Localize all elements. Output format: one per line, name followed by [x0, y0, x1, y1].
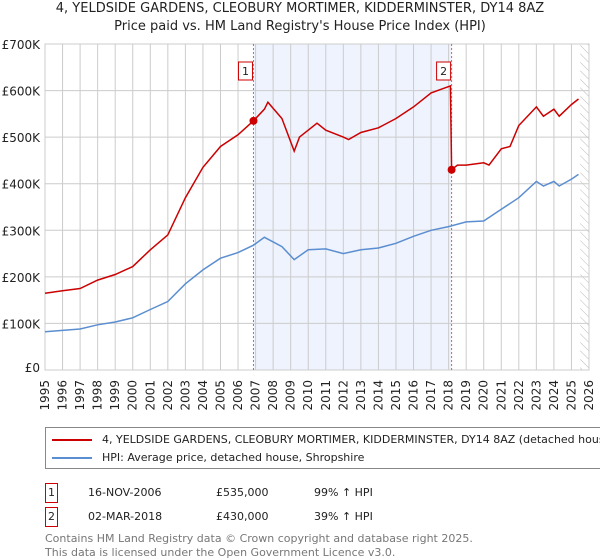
forecast-hatch	[580, 44, 589, 370]
legend-swatch-red	[52, 439, 92, 441]
x-tick-label: 2019	[459, 380, 473, 411]
x-tick-label: 2007	[249, 380, 263, 411]
x-tick-label: 2008	[266, 380, 280, 411]
sale-price: £430,000	[216, 510, 269, 523]
legend-swatch-blue	[52, 457, 92, 459]
legend-item-property: 4, YELDSIDE GARDENS, CLEOBURY MORTIMER, …	[52, 433, 600, 447]
x-tick-label: 2016	[407, 380, 421, 411]
x-tick-label: 2023	[529, 380, 543, 411]
sale-marker-box	[237, 61, 253, 81]
sale-point	[447, 165, 456, 174]
sale-marker-label: 1	[45, 483, 58, 503]
y-tick-label: £400K	[2, 178, 42, 192]
legend: 4, YELDSIDE GARDENS, CLEOBURY MORTIMER, …	[45, 427, 600, 469]
x-tick-label: 2020	[477, 380, 491, 411]
x-tick-label: 2005	[213, 380, 227, 411]
y-tick-label: £700K	[2, 38, 42, 52]
x-tick-label: 2025	[564, 380, 578, 411]
x-tick-label: 2014	[371, 380, 385, 411]
x-tick-label: 1999	[108, 380, 122, 411]
y-tick-label: £300K	[2, 224, 42, 238]
sale-period-shade	[253, 44, 452, 370]
y-tick-label: £200K	[2, 271, 42, 285]
sale-price: £535,000	[216, 486, 269, 499]
x-tick-label: 2021	[494, 380, 508, 411]
chart-title: 4, YELDSIDE GARDENS, CLEOBURY MORTIMER, …	[55, 1, 545, 16]
chart-plot: 1995 1996 1997 1998 1999 2000 2001 2002 2003 2004…	[2, 38, 596, 411]
y-tick-label: £500K	[2, 131, 42, 145]
sale-hpi: 99% ↑ HPI	[314, 486, 373, 499]
sale-marker-label: 2	[45, 507, 58, 527]
y-tick-label: £600K	[2, 85, 42, 99]
x-tick-label: 1998	[91, 380, 105, 411]
legend-label: 4, YELDSIDE GARDENS, CLEOBURY MORTIMER, …	[102, 433, 600, 446]
x-tick-label: 2000	[126, 380, 140, 411]
footer-copyright: Contains HM Land Registry data © Crown c…	[45, 532, 473, 545]
chart-subtitle: Price paid vs. HM Land Registry's House …	[114, 19, 486, 34]
x-tick-label: 2002	[161, 380, 175, 411]
sale-marker-box	[436, 61, 452, 81]
x-tick-label: 1996	[56, 380, 70, 411]
x-tick-label: 2003	[178, 380, 192, 411]
x-tick-label: 2012	[336, 380, 350, 411]
x-tick-label: 2015	[389, 380, 403, 411]
x-tick-label: 2011	[319, 380, 333, 411]
series-line	[44, 84, 579, 294]
footer-licence: This data is licensed under the Open Gov…	[45, 546, 396, 559]
x-tick-label: 2006	[231, 380, 245, 411]
x-tick-label: 1995	[38, 380, 52, 411]
x-tick-label: 2001	[143, 380, 157, 411]
sale-date: 02-MAR-2018	[88, 510, 163, 523]
sale-date: 16-NOV-2006	[88, 486, 162, 499]
legend-item-hpi: HPI: Average price, detached house, Shro…	[52, 451, 364, 465]
x-tick-label: 2013	[354, 380, 368, 411]
x-tick-label: 2022	[512, 380, 526, 411]
x-tick-label: 2018	[442, 380, 456, 411]
sale-marker-number: 1	[242, 65, 249, 78]
x-tick-label: 2010	[301, 380, 315, 411]
x-tick-label: 2017	[424, 380, 438, 411]
x-tick-label: 2009	[284, 380, 298, 411]
x-tick-label: 2024	[547, 380, 561, 411]
x-tick-label: 2026	[582, 380, 596, 411]
sale-point	[249, 116, 258, 125]
x-tick-label: 1997	[73, 380, 87, 411]
sale-hpi: 39% ↑ HPI	[314, 510, 373, 523]
plot-frame	[44, 43, 590, 371]
y-tick-label: £0	[25, 361, 40, 375]
y-tick-label: £100K	[2, 317, 42, 331]
x-tick-label: 2004	[196, 380, 210, 411]
series-line	[44, 173, 579, 333]
sale-marker-number: 2	[440, 65, 447, 78]
legend-label: HPI: Average price, detached house, Shro…	[102, 451, 365, 464]
